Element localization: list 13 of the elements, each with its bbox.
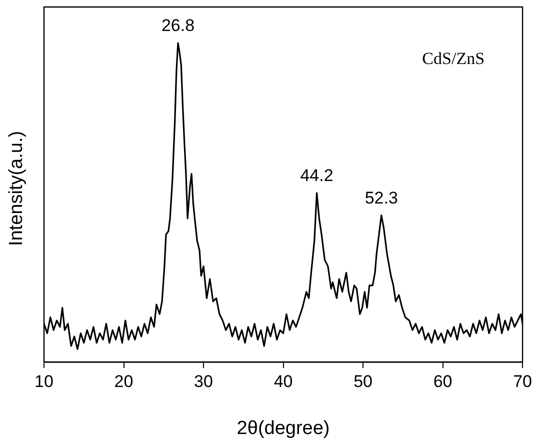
y-axis-title: Intensity(a.u.) bbox=[6, 130, 28, 246]
x-tick-label: 50 bbox=[354, 372, 372, 391]
x-tick-label: 20 bbox=[114, 372, 134, 391]
x-tick-label: 70 bbox=[513, 372, 532, 391]
x-tick-label: 60 bbox=[433, 372, 452, 391]
x-tick-label: 30 bbox=[194, 372, 213, 391]
x-tick-label: 40 bbox=[274, 372, 293, 391]
x-axis-title: 2θ(degree) bbox=[236, 418, 330, 439]
annotation: CdS/ZnS bbox=[422, 48, 485, 68]
annotation: 52.3 bbox=[364, 188, 398, 208]
annotation: 44.2 bbox=[300, 166, 334, 186]
x-tick-label: 10 bbox=[34, 372, 54, 391]
annotation: 26.8 bbox=[161, 16, 195, 36]
